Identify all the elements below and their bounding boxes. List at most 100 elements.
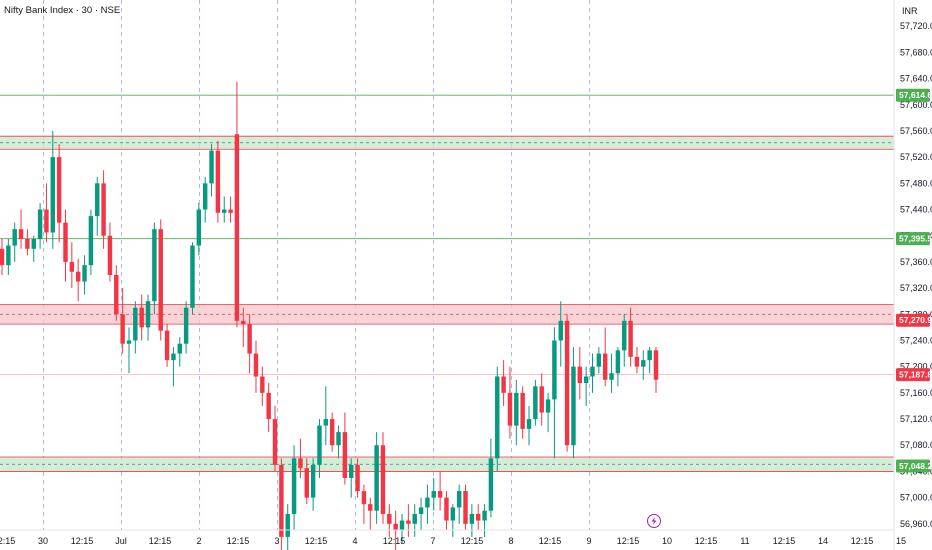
candle: [75, 258, 81, 302]
candle: [247, 314, 252, 374]
candle: [145, 294, 151, 341]
level-lines: [0, 94, 894, 375]
candle: [63, 209, 68, 282]
candle-body: [475, 513, 481, 521]
candle-body: [12, 229, 17, 246]
candle: [241, 307, 246, 348]
candle-body: [171, 353, 176, 361]
time-tick-label: 12:15: [227, 536, 250, 546]
time-tick-label: 12:15: [617, 536, 640, 546]
candle: [291, 445, 297, 531]
candle: [412, 504, 417, 537]
candle: [520, 386, 525, 439]
candle: [526, 405, 532, 446]
session-separators: [43, 0, 590, 530]
candle: [380, 432, 386, 524]
candle: [101, 170, 106, 249]
candle-body: [380, 445, 386, 514]
candle: [444, 491, 449, 531]
candle-body: [152, 229, 157, 302]
candle: [641, 350, 646, 380]
candle-body: [526, 419, 532, 429]
candle: [190, 242, 195, 315]
candle-body: [641, 360, 646, 367]
candle: [545, 392, 551, 433]
candle: [25, 229, 30, 256]
candle: [323, 386, 329, 446]
candle: [463, 484, 468, 531]
candle: [374, 432, 379, 524]
candle-body: [399, 520, 405, 531]
candle: [133, 301, 138, 354]
candle-body: [196, 209, 202, 246]
candle: [88, 209, 94, 275]
currency-label[interactable]: INR: [902, 6, 918, 16]
time-tick-label: 14: [818, 536, 828, 546]
candle: [44, 183, 49, 243]
candle: [539, 373, 544, 426]
candle-body: [488, 458, 494, 511]
time-tick-label: 12:15: [773, 536, 796, 546]
candle: [310, 458, 316, 511]
candle-body: [349, 464, 354, 478]
price-tick-label: 57,440.00: [900, 205, 932, 215]
candle: [272, 405, 278, 472]
candle-body: [222, 209, 227, 213]
candle-body: [368, 504, 373, 511]
candle-body: [533, 386, 538, 420]
candle-body: [507, 392, 513, 426]
price-tick-label: 57,000.00: [900, 493, 932, 503]
candle-body: [564, 320, 570, 446]
price-tick-label: 57,120.00: [900, 414, 932, 424]
candle: [50, 130, 56, 249]
price-tick-label: 56,960.00: [900, 519, 932, 529]
candle: [196, 202, 202, 256]
candle: [114, 265, 119, 321]
candle-body: [120, 314, 125, 344]
candle-body: [266, 392, 271, 420]
candle-body: [329, 419, 335, 446]
candle-body: [393, 523, 398, 531]
price-tick-label: 57,160.00: [900, 388, 932, 398]
candle-body: [272, 419, 278, 465]
candle-body: [622, 320, 627, 351]
time-tick-label: 4: [352, 536, 357, 546]
candle: [215, 140, 221, 223]
candle: [279, 458, 284, 550]
candle-body: [317, 425, 322, 465]
time-tick-label: 12:15: [71, 536, 94, 546]
time-tick-label: 7: [430, 536, 435, 546]
candle-body: [514, 392, 519, 426]
candle: [95, 176, 100, 236]
candle-body: [190, 245, 195, 308]
candle: [355, 458, 360, 498]
candle: [82, 255, 87, 295]
candle: [31, 235, 36, 262]
candle-body: [539, 386, 544, 413]
candle: [552, 327, 557, 459]
candle: [329, 412, 335, 452]
candle: [583, 366, 589, 406]
candle-body: [164, 330, 170, 361]
candle-body: [437, 491, 443, 498]
time-tick-label: 12:15: [539, 536, 562, 546]
candle-body: [101, 183, 106, 236]
candle-body: [615, 350, 621, 374]
price-tick-label: 57,480.00: [900, 178, 932, 188]
candle-body: [647, 350, 652, 361]
candle-body: [418, 507, 424, 514]
time-axis[interactable]: 12:15 30 12:15 Jul 12:15 2 12:15 3 12:15 4 12:15 7 1…: [0, 536, 906, 546]
candle-body: [361, 491, 367, 505]
candle-body: [215, 150, 221, 213]
lightning-icon[interactable]: [647, 514, 661, 528]
candle-body: [431, 491, 436, 498]
candle: [558, 301, 563, 367]
candle: [628, 307, 633, 367]
time-tick-label: 8: [508, 536, 513, 546]
candle: [590, 353, 595, 393]
candle: [37, 202, 43, 249]
candle-body: [247, 324, 252, 354]
candle: [482, 504, 487, 537]
candle-body: [310, 464, 316, 498]
